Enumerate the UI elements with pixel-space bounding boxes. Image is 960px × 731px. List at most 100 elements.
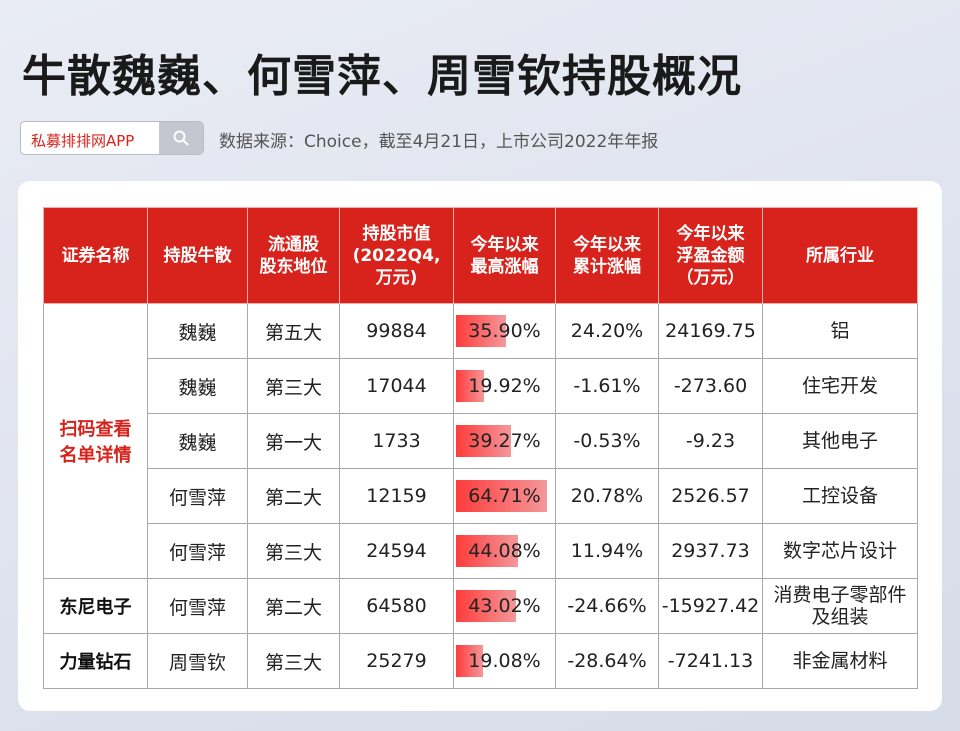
industry-cell: 工控设备 <box>762 468 918 524</box>
cumulative-gain-cell: 11.94% <box>555 523 659 579</box>
profit-cell: 2526.57 <box>658 468 763 524</box>
position-cell: 第二大 <box>247 468 340 524</box>
max-gain-cell: 43.02% <box>453 578 556 634</box>
market-value-cell: 17044 <box>339 358 454 414</box>
max-gain-bar <box>456 480 547 512</box>
page-title: 牛散魏巍、何雪萍、周雪钦持股概况 <box>22 51 742 102</box>
cumulative-gain-cell: -28.64% <box>555 633 659 689</box>
holder-cell: 魏巍 <box>147 303 248 359</box>
table-row: 魏巍 第一大 1733 39.27% -0.53% -9.23 其他电子 <box>44 413 918 469</box>
market-value-cell: 99884 <box>339 303 454 359</box>
column-header: 所属行业 <box>762 207 918 304</box>
market-value-cell: 25279 <box>339 633 454 689</box>
holder-cell: 何雪萍 <box>147 523 248 579</box>
max-gain-bar <box>456 425 511 457</box>
text-line: 住宅开发 <box>801 375 878 397</box>
max-gain-bar <box>456 370 484 402</box>
text-line: 及组装 <box>811 606 869 628</box>
table-row: 东尼电子 何雪萍 第二大 64580 43.02% -24.66% -15927.42 消费电… <box>43 578 918 634</box>
market-value-cell: 12159 <box>339 468 454 524</box>
text-line: 今年以来 <box>470 234 539 255</box>
holder-cell: 何雪萍 <box>147 468 248 524</box>
text-line: 最高涨幅 <box>470 256 539 277</box>
search-icon <box>173 130 189 146</box>
industry-cell: 铝 <box>762 303 918 359</box>
text-line: 今年以来 <box>573 234 641 255</box>
text-line: 证券名称 <box>61 245 130 266</box>
industry-cell: 消费电子零部件 及组装 <box>762 578 918 634</box>
text-line: 其他电子 <box>801 430 878 452</box>
market-value-cell: 64580 <box>339 578 454 634</box>
max-gain-value: 43.02% <box>468 595 541 617</box>
max-gain-cell: 19.08% <box>453 633 556 689</box>
industry-cell: 数字芯片设计 <box>762 523 918 579</box>
profit-cell: 24169.75 <box>658 303 763 359</box>
industry-cell: 非金属材料 <box>762 633 918 689</box>
max-gain-value: 19.08% <box>468 650 541 672</box>
cumulative-gain-cell: 20.78% <box>555 468 659 524</box>
text-line: 流通股 <box>268 234 319 255</box>
max-gain-cell: 35.90% <box>453 303 556 359</box>
holdings-table: 证券名称 持股牛散 流通股 股东地位 持股市值 (2022Q4, 万元) 今年以来 最高涨幅 今年… <box>43 207 918 689</box>
profit-cell: -9.23 <box>658 413 763 469</box>
column-header: 证券名称 <box>43 207 148 304</box>
cumulative-gain-cell: -1.61% <box>555 358 659 414</box>
search-button[interactable] <box>159 122 203 154</box>
max-gain-bar <box>456 315 506 347</box>
max-gain-cell: 44.08% <box>453 523 556 579</box>
text-line: 持股市值 <box>362 223 431 244</box>
max-gain-cell: 64.71% <box>453 468 556 524</box>
max-gain-value: 19.92% <box>468 375 541 397</box>
profit-cell: 2937.73 <box>658 523 763 579</box>
text-line: 非金属材料 <box>792 650 888 672</box>
holder-cell: 魏巍 <box>147 358 248 414</box>
text-line: 浮盈金额 <box>676 245 745 266</box>
text-line: 所属行业 <box>806 245 874 266</box>
cumulative-gain-cell: 24.20% <box>555 303 659 359</box>
column-header: 今年以来 最高涨幅 <box>453 207 556 304</box>
text-line: 东尼电子 <box>59 597 132 618</box>
text-line: 扫码查看 <box>59 419 132 440</box>
column-header: 流通股 股东地位 <box>247 207 340 304</box>
security-name-cell[interactable]: 扫码查看 名单详情 <box>43 303 148 579</box>
column-header: 持股市值 (2022Q4, 万元) <box>339 207 454 304</box>
profit-cell: -15927.42 <box>658 578 763 634</box>
max-gain-cell: 19.92% <box>453 358 556 414</box>
security-name-cell: 力量钻石 <box>43 633 148 689</box>
market-value-cell: 24594 <box>339 523 454 579</box>
position-cell: 第三大 <box>247 633 340 689</box>
holder-cell: 周雪钦 <box>147 633 248 689</box>
text-line: 累计涨幅 <box>573 256 641 277</box>
industry-cell: 其他电子 <box>762 413 918 469</box>
text-line: 数字芯片设计 <box>782 540 897 562</box>
max-gain-cell: 39.27% <box>453 413 556 469</box>
max-gain-bar <box>456 535 518 567</box>
table-row: 力量钻石 周雪钦 第三大 25279 19.08% -28.64% -7241.13 非金属材… <box>43 633 918 689</box>
text-line: (2022Q4, <box>352 245 441 266</box>
text-line: （万元） <box>676 267 745 288</box>
max-gain-value: 64.71% <box>468 485 541 507</box>
max-gain-value: 39.27% <box>468 430 541 452</box>
cumulative-gain-cell: -24.66% <box>555 578 659 634</box>
text-line: 工控设备 <box>801 485 878 507</box>
market-value-cell: 1733 <box>339 413 454 469</box>
holder-cell: 何雪萍 <box>147 578 248 634</box>
table-row: 何雪萍 第三大 24594 44.08% 11.94% 2937.73 数字芯片设计 <box>44 523 918 579</box>
text-line: 持股牛散 <box>163 245 232 266</box>
position-cell: 第三大 <box>247 523 340 579</box>
text-line: 力量钻石 <box>59 652 132 673</box>
max-gain-value: 44.08% <box>468 540 541 562</box>
table-row: 魏巍 第三大 17044 19.92% -1.61% -273.60 住宅开发 <box>44 358 918 414</box>
column-header: 今年以来 浮盈金额 （万元） <box>658 207 763 304</box>
position-cell: 第二大 <box>247 578 340 634</box>
data-source-note: 数据来源：Choice，截至4月21日，上市公司2022年年报 <box>219 132 659 152</box>
search-box[interactable]: 私募排排网APP <box>20 121 204 155</box>
security-name-cell: 东尼电子 <box>43 578 148 634</box>
holder-cell: 魏巍 <box>147 413 248 469</box>
profit-cell: -273.60 <box>658 358 763 414</box>
text-line: 名单详情 <box>59 445 132 466</box>
text-line: 消费电子零部件 <box>773 584 907 606</box>
position-cell: 第一大 <box>247 413 340 469</box>
text-line: 万元) <box>375 267 418 288</box>
table-header-row: 证券名称 持股牛散 流通股 股东地位 持股市值 (2022Q4, 万元) 今年以来 最高涨幅 今年… <box>43 207 918 304</box>
